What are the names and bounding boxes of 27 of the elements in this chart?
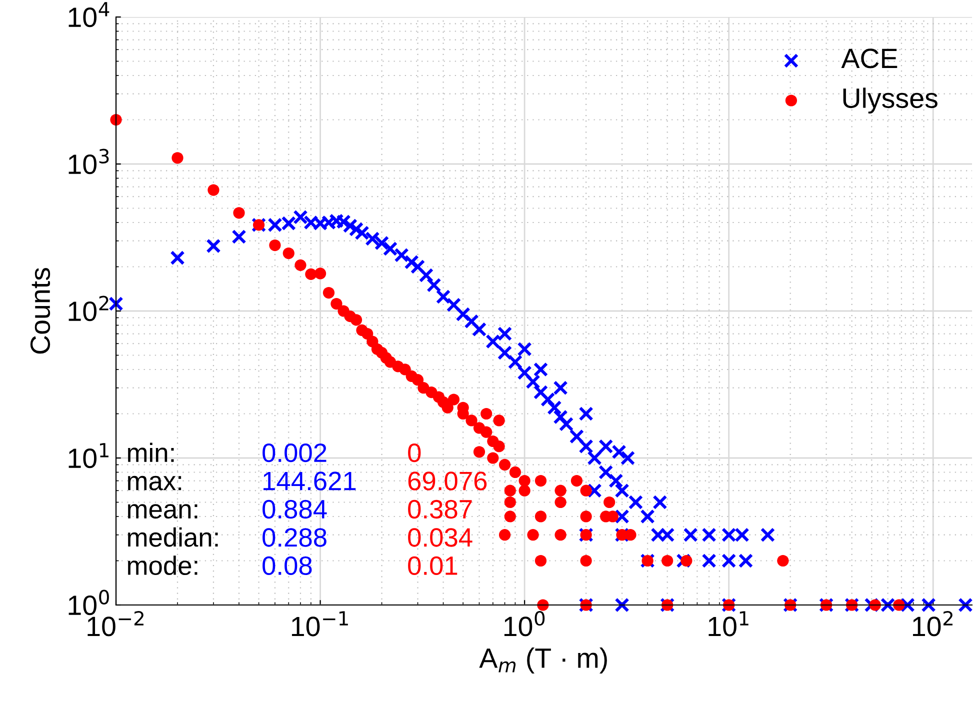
annotation: median: — [128, 527, 218, 547]
y-tick-label: 10$^{2}$ — [68, 296, 108, 322]
annotation: mean: — [128, 504, 198, 519]
y-axis-title: Counts — [30, 268, 50, 354]
annotation: 144.621 — [264, 472, 356, 490]
annotation: 0.288 — [262, 528, 326, 547]
annotation: mode: — [128, 556, 198, 576]
x-tick-label: 10$^{2}$ — [913, 610, 952, 636]
x-tick-label: 10$^{0}$ — [504, 610, 545, 636]
annotation: 0.01 — [408, 556, 458, 576]
y-tick-label: 10$^{1}$ — [68, 443, 108, 468]
y-tick-label: 10$^{3}$ — [68, 148, 109, 174]
x-axis-title: A$_{m}$ (T · m) — [479, 648, 607, 674]
x-tick-label: 10$^{1}$ — [708, 611, 748, 636]
annotation: min: — [128, 442, 174, 462]
legend-label: Ulysses — [843, 88, 938, 114]
annotation: 69.076 — [408, 472, 487, 490]
annotation: 0 — [408, 443, 421, 462]
annotation: 0.002 — [262, 443, 326, 462]
annotation: 0.884 — [262, 500, 327, 519]
x-tick-label: 10$^{−1}$ — [292, 611, 348, 636]
annotation: 0.08 — [262, 556, 312, 576]
legend-label: ACE — [841, 48, 898, 68]
annotation: max: — [128, 476, 182, 490]
y-tick-label: 10$^{4}$ — [68, 2, 110, 28]
annotation: 0.034 — [408, 528, 472, 547]
annotation: 0.387 — [408, 500, 472, 519]
